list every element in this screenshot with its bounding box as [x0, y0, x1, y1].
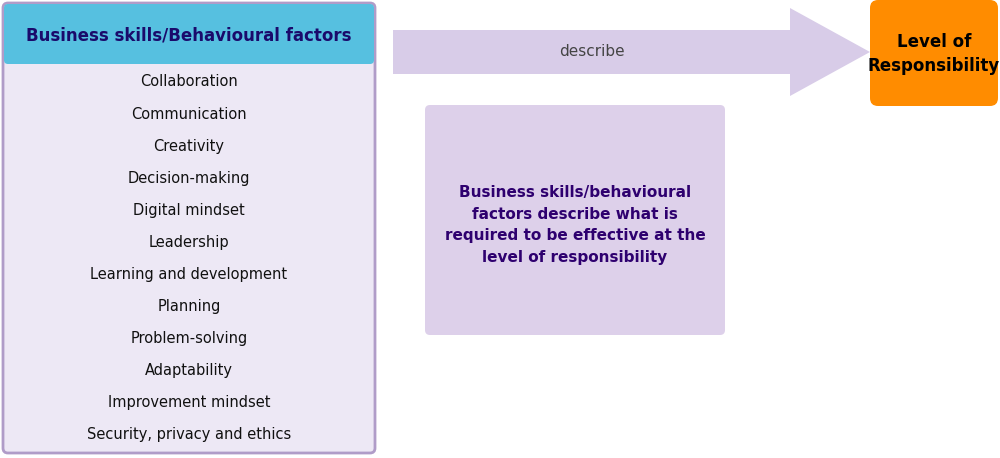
- Text: Learning and development: Learning and development: [90, 267, 288, 282]
- Text: describe: describe: [559, 44, 624, 60]
- Text: Decision-making: Decision-making: [128, 171, 250, 186]
- FancyBboxPatch shape: [870, 0, 998, 106]
- FancyBboxPatch shape: [3, 3, 375, 453]
- Text: Security, privacy and ethics: Security, privacy and ethics: [87, 427, 291, 442]
- FancyBboxPatch shape: [4, 4, 374, 64]
- Text: Digital mindset: Digital mindset: [133, 203, 245, 218]
- Text: Creativity: Creativity: [154, 139, 224, 154]
- Text: Level of
Responsibility: Level of Responsibility: [868, 33, 1000, 75]
- Text: Communication: Communication: [131, 107, 247, 121]
- Text: Improvement mindset: Improvement mindset: [108, 395, 270, 410]
- Text: Adaptability: Adaptability: [145, 363, 233, 378]
- Text: Business skills/Behavioural factors: Business skills/Behavioural factors: [26, 27, 352, 45]
- Polygon shape: [393, 8, 870, 96]
- Text: Problem-solving: Problem-solving: [130, 331, 248, 346]
- FancyBboxPatch shape: [425, 105, 725, 335]
- Text: Leadership: Leadership: [149, 235, 229, 250]
- Text: Collaboration: Collaboration: [140, 75, 238, 89]
- Text: Planning: Planning: [157, 299, 221, 314]
- Text: Business skills/behavioural
factors describe what is
required to be effective at: Business skills/behavioural factors desc…: [445, 185, 705, 265]
